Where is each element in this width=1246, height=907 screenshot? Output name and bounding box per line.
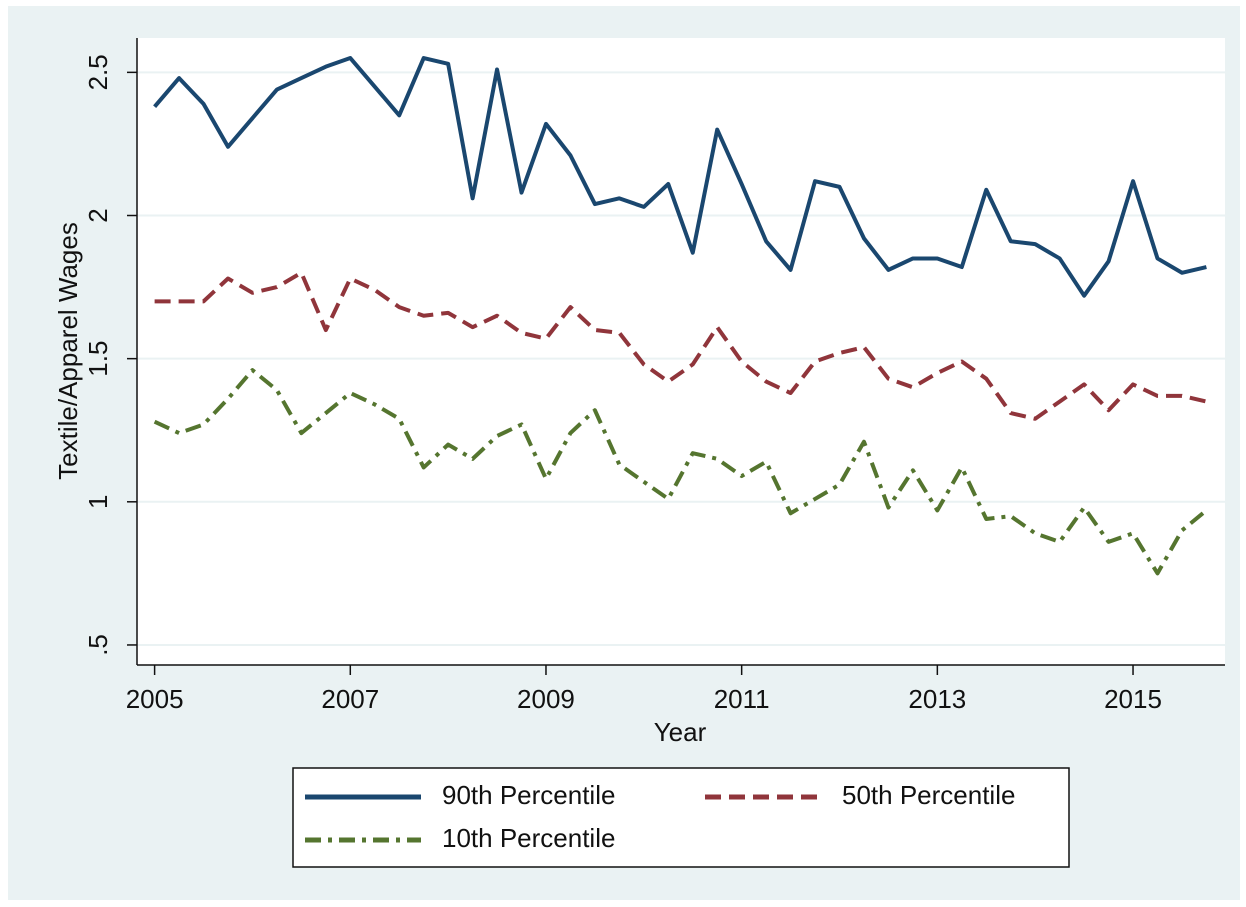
- legend: [292, 767, 1070, 868]
- y-tick-label: .5: [83, 634, 113, 656]
- x-tick-label: 2005: [126, 684, 184, 714]
- series-line: [153, 368, 1208, 576]
- series-line: [153, 56, 1207, 298]
- y-tick-label: 1.5: [83, 341, 113, 377]
- x-tick-label: 2013: [908, 684, 966, 714]
- y-tick-label: 2.5: [83, 54, 113, 90]
- series-line: [154, 270, 1207, 421]
- x-axis-title: Year: [654, 717, 707, 747]
- x-tick-label: 2009: [517, 684, 575, 714]
- y-tick-label: 2: [83, 208, 113, 222]
- legend-label: 50th Percentile: [842, 780, 1015, 810]
- y-tick-label: 1: [83, 495, 113, 509]
- plot-area: [137, 38, 1225, 665]
- x-tick-label: 2015: [1104, 684, 1162, 714]
- x-tick-label: 2011: [714, 684, 770, 714]
- x-tick-label: 2007: [321, 684, 379, 714]
- legend-label: 90th Percentile: [442, 780, 615, 810]
- legend-label: 10th Percentile: [442, 823, 615, 853]
- y-axis-title: Textile/Apparel Wages: [53, 222, 83, 480]
